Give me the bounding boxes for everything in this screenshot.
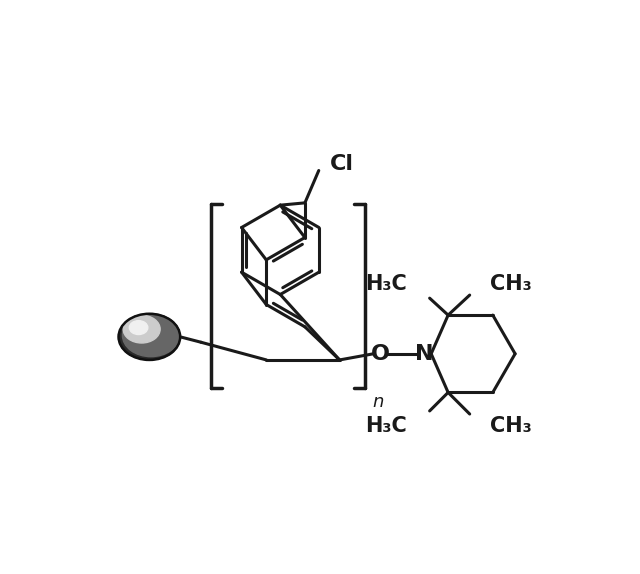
Ellipse shape: [123, 315, 160, 343]
Text: H₃C: H₃C: [365, 416, 406, 436]
Text: Cl: Cl: [330, 154, 355, 174]
Ellipse shape: [129, 321, 148, 335]
Text: CH₃: CH₃: [490, 274, 531, 293]
Text: H₃C: H₃C: [365, 274, 406, 293]
Text: N: N: [415, 344, 433, 364]
Ellipse shape: [118, 314, 180, 360]
Text: CH₃: CH₃: [490, 416, 531, 436]
Ellipse shape: [122, 314, 179, 356]
Text: n: n: [372, 393, 384, 412]
Text: O: O: [371, 344, 390, 364]
